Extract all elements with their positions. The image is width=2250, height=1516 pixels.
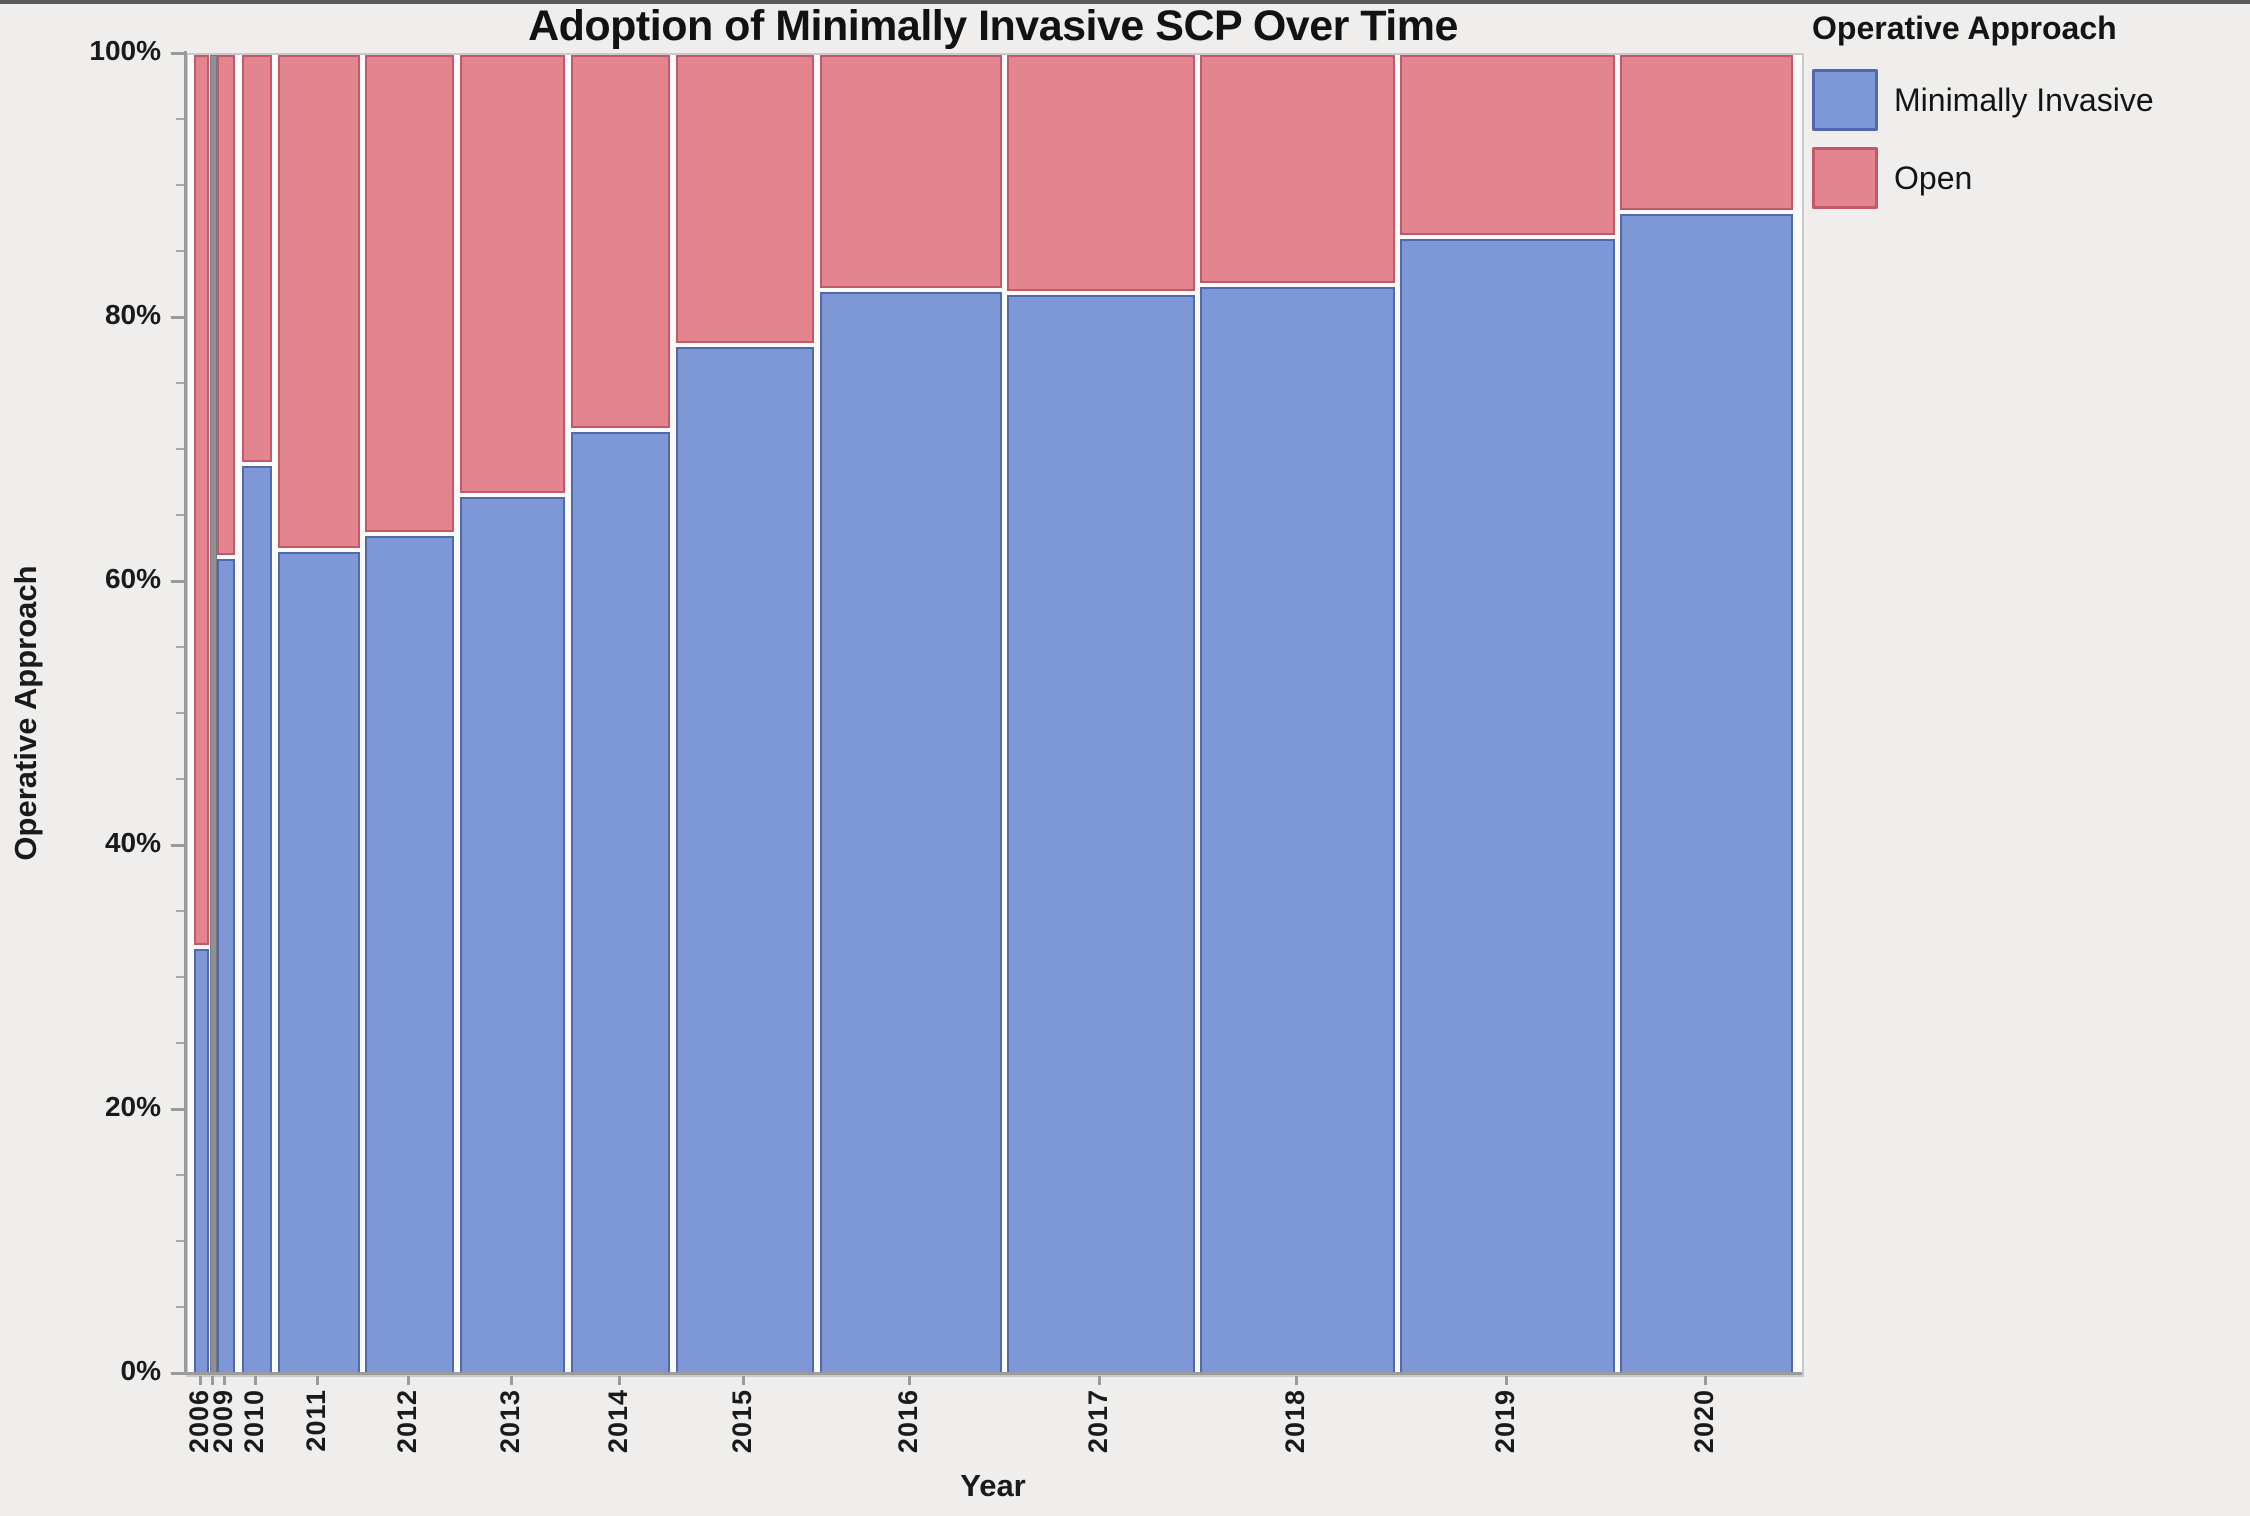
bar-segment-open-2006[interactable] bbox=[194, 55, 209, 945]
x-tick-label-2019: 2019 bbox=[1490, 1389, 1520, 1454]
y-minor-tick bbox=[176, 1240, 184, 1242]
y-axis-title-text: Operative Approach bbox=[8, 565, 43, 861]
x-tick-label-2012: 2012 bbox=[392, 1389, 422, 1454]
y-tick-label: 40% bbox=[104, 827, 161, 858]
bar-segment-open-2009[interactable] bbox=[217, 55, 235, 555]
x-tick bbox=[908, 1376, 911, 1385]
x-tick bbox=[1295, 1376, 1298, 1385]
x-tick bbox=[223, 1376, 226, 1385]
x-tick bbox=[1505, 1376, 1508, 1385]
bar-segment-open-2016[interactable] bbox=[820, 55, 1002, 288]
x-tick bbox=[254, 1376, 257, 1385]
x-tick bbox=[316, 1376, 319, 1385]
y-major-tick bbox=[171, 1108, 184, 1111]
y-minor-tick bbox=[176, 910, 184, 912]
x-tick bbox=[1704, 1376, 1707, 1385]
y-major-tick bbox=[171, 316, 184, 319]
bar-segment-minimally-invasive-2010[interactable] bbox=[242, 466, 272, 1375]
bar-segment-minimally-invasive-2013[interactable] bbox=[460, 497, 565, 1375]
y-minor-tick bbox=[176, 118, 184, 120]
bar-segment-minimally-invasive-2006[interactable] bbox=[194, 949, 209, 1375]
legend-swatch-minimally-invasive[interactable] bbox=[1812, 69, 1878, 131]
bar-segment-open-2011[interactable] bbox=[278, 55, 360, 548]
x-tick bbox=[211, 1376, 214, 1385]
x-tick-label-2015: 2015 bbox=[727, 1389, 757, 1454]
y-minor-tick bbox=[176, 1306, 184, 1308]
screenshot-top-edge bbox=[0, 0, 2250, 4]
x-tick-label-2014: 2014 bbox=[603, 1389, 633, 1454]
y-minor-tick bbox=[176, 976, 184, 978]
bar-segment-open-2015[interactable] bbox=[676, 55, 814, 343]
legend-label-minimally-invasive: Minimally Invasive bbox=[1894, 81, 2154, 118]
x-tick bbox=[199, 1376, 202, 1385]
bar-segment-minimally-invasive-2009[interactable] bbox=[217, 559, 235, 1375]
bar-segment-minimally-invasive-2011[interactable] bbox=[278, 552, 360, 1375]
bar-segment-minimally-invasive-2015[interactable] bbox=[676, 347, 814, 1375]
y-minor-tick bbox=[176, 778, 184, 780]
chart-title: Adoption of Minimally Invasive SCP Over … bbox=[528, 2, 1458, 50]
x-tick-label-2017: 2017 bbox=[1083, 1389, 1113, 1454]
x-tick-label-2018: 2018 bbox=[1280, 1389, 1310, 1454]
y-major-tick bbox=[171, 1372, 184, 1375]
x-tick bbox=[510, 1376, 513, 1385]
bar-segment-open-2018[interactable] bbox=[1200, 55, 1395, 283]
y-minor-tick bbox=[176, 1174, 184, 1176]
bar-segment-minimally-invasive-2016[interactable] bbox=[820, 292, 1002, 1375]
bar-unlabeled-sliver[interactable] bbox=[210, 55, 217, 1375]
y-tick-label: 80% bbox=[104, 299, 161, 330]
y-minor-tick bbox=[176, 184, 184, 186]
x-tick bbox=[618, 1376, 621, 1385]
y-minor-tick bbox=[176, 1042, 184, 1044]
bar-segment-minimally-invasive-2019[interactable] bbox=[1400, 239, 1615, 1375]
y-minor-tick bbox=[176, 250, 184, 252]
legend-label-open: Open bbox=[1894, 159, 1973, 196]
plot-area bbox=[186, 53, 1804, 1377]
bar-segment-open-2019[interactable] bbox=[1400, 55, 1615, 235]
y-tick-label: 0% bbox=[120, 1355, 161, 1386]
x-tick-label-2016: 2016 bbox=[893, 1389, 923, 1454]
x-tick-label-2020: 2020 bbox=[1689, 1389, 1719, 1454]
x-tick bbox=[407, 1376, 410, 1385]
bar-segment-open-2014[interactable] bbox=[571, 55, 670, 428]
x-tick bbox=[742, 1376, 745, 1385]
legend-title: Operative Approach bbox=[1812, 10, 2117, 46]
y-minor-tick bbox=[176, 514, 184, 516]
x-tick-label-2011: 2011 bbox=[301, 1389, 331, 1452]
bar-segment-minimally-invasive-2017[interactable] bbox=[1007, 295, 1195, 1375]
bar-segment-minimally-invasive-2014[interactable] bbox=[571, 432, 670, 1375]
x-tick bbox=[1098, 1376, 1101, 1385]
x-tick-label-2009: 2009 bbox=[208, 1389, 238, 1454]
y-major-tick bbox=[171, 52, 184, 55]
x-axis-line bbox=[184, 1372, 1802, 1375]
y-tick-label: 60% bbox=[104, 563, 161, 594]
legend-item-minimally-invasive[interactable]: Minimally Invasive bbox=[1812, 69, 2242, 131]
bar-segment-open-2010[interactable] bbox=[242, 55, 272, 462]
y-minor-tick bbox=[176, 646, 184, 648]
x-tick-label-2010: 2010 bbox=[239, 1389, 269, 1454]
bar-segment-open-2013[interactable] bbox=[460, 55, 565, 493]
legend: Operative Approach Minimally Invasive Op… bbox=[1812, 10, 2242, 225]
bar-segment-open-2017[interactable] bbox=[1007, 55, 1195, 291]
y-minor-tick bbox=[176, 382, 184, 384]
y-tick-label: 100% bbox=[89, 35, 161, 66]
x-tick-label-2013: 2013 bbox=[495, 1389, 525, 1454]
bar-segment-minimally-invasive-2012[interactable] bbox=[365, 536, 454, 1375]
y-major-tick bbox=[171, 580, 184, 583]
y-tick-label: 20% bbox=[104, 1091, 161, 1122]
legend-swatch-open[interactable] bbox=[1812, 147, 1878, 209]
y-major-tick bbox=[171, 844, 184, 847]
bar-segment-open-2020[interactable] bbox=[1620, 55, 1793, 210]
y-axis-line bbox=[184, 51, 187, 1375]
bar-segment-minimally-invasive-2018[interactable] bbox=[1200, 287, 1395, 1375]
y-minor-tick bbox=[176, 712, 184, 714]
bar-segment-open-2012[interactable] bbox=[365, 55, 454, 532]
x-axis-title: Year bbox=[960, 1468, 1026, 1503]
y-axis-title: Operative Approach bbox=[8, 565, 44, 860]
bar-segment-minimally-invasive-2020[interactable] bbox=[1620, 214, 1793, 1375]
y-minor-tick bbox=[176, 448, 184, 450]
legend-item-open[interactable]: Open bbox=[1812, 147, 2242, 209]
